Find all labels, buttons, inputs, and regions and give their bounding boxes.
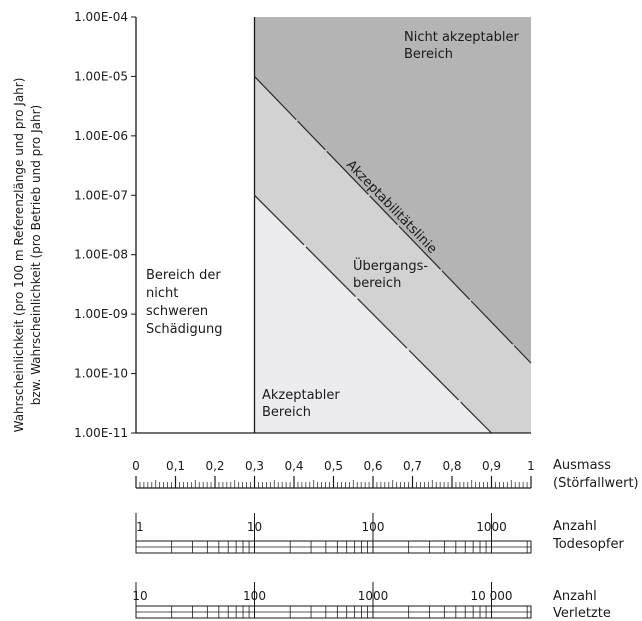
deaths-scale-label-1: Anzahl <box>553 519 597 534</box>
x-tick-label: 0,4 <box>284 459 303 473</box>
y-tick-label: 1.00E-11 <box>74 426 128 440</box>
lower-boundary-line <box>254 194 492 434</box>
label-acceptable-2: Bereich <box>262 405 311 420</box>
region-not-acceptable <box>254 17 531 364</box>
x-tick-label: 0,7 <box>403 459 422 473</box>
x-tick-label: 0,3 <box>245 459 264 473</box>
region-transition <box>254 76 531 433</box>
deaths-scale-tick-label: 1 <box>136 520 144 534</box>
label-non-severe-2: nicht <box>146 286 178 301</box>
injured-scale-tick-label: 10 <box>132 589 147 603</box>
injured-scale-label-1: Anzahl <box>553 589 597 604</box>
y-tick-label: 1.00E-06 <box>74 129 128 143</box>
x-tick-label: 0,2 <box>205 459 224 473</box>
x-axis-label-line1: Ausmass <box>553 458 611 473</box>
y-axis-label-line1: Wahrscheinlichkeit (pro 100 m Referenzlä… <box>12 78 26 433</box>
label-transition-1: Übergangs- <box>353 257 428 274</box>
y-tick-label: 1.00E-10 <box>74 367 128 381</box>
label-non-severe-3: schweren <box>146 304 208 319</box>
x-tick-label: 0,1 <box>166 459 185 473</box>
label-not-acceptable-1: Nicht akzeptabler <box>404 30 519 45</box>
x-tick-label: 0,8 <box>442 459 461 473</box>
label-non-severe-1: Bereich der <box>146 268 221 283</box>
x-tick-label: 0,5 <box>324 459 343 473</box>
x-tick-label: 0,6 <box>363 459 382 473</box>
x-axis-label-line2: (Störfallwert) <box>553 476 639 491</box>
y-tick-label: 1.00E-08 <box>74 248 128 262</box>
y-tick-label: 1.00E-09 <box>74 307 128 321</box>
x-tick-label: 1 <box>527 459 535 473</box>
deaths-scale-label-2: Todesopfer <box>552 537 624 552</box>
label-non-severe-4: Schädigung <box>146 322 222 337</box>
label-not-acceptable-2: Bereich <box>404 47 453 62</box>
region-non-severe <box>136 17 255 433</box>
y-tick-label: 1.00E-04 <box>74 10 128 24</box>
x-tick-label: 0,9 <box>482 459 501 473</box>
y-axis-label-line2: bzw. Wahrscheinlichkeit (pro Betrieb und… <box>29 105 43 405</box>
acceptability-line <box>254 76 532 364</box>
injured-scale-label-2: Verletzte <box>553 606 611 621</box>
y-tick-label: 1.00E-05 <box>74 69 128 83</box>
label-transition-2: bereich <box>353 276 401 291</box>
label-acceptable-1: Akzeptabler <box>262 388 340 403</box>
y-tick-label: 1.00E-07 <box>74 188 128 202</box>
x-tick-label: 0 <box>132 459 140 473</box>
